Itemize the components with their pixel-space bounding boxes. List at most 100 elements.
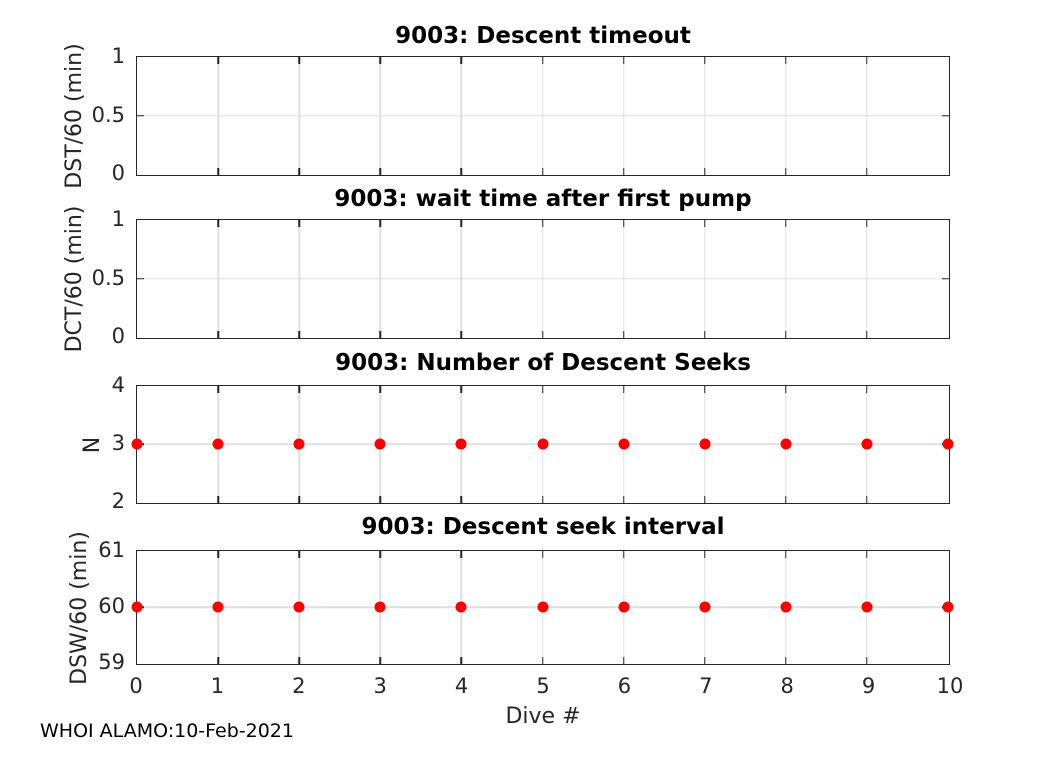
y-tick-mark (137, 114, 144, 117)
x-tick-mark (703, 168, 706, 175)
x-tick-mark (866, 551, 868, 558)
x-tick-mark (703, 386, 706, 393)
data-point (131, 601, 143, 613)
data-point (455, 601, 467, 613)
x-tick-mark (541, 220, 544, 227)
data-point (293, 601, 305, 613)
x-tick-label: 10 (936, 674, 964, 698)
x-tick-mark (217, 168, 219, 175)
x-tick-mark (703, 220, 706, 227)
data-point (618, 601, 630, 613)
x-tick-mark (622, 331, 625, 338)
y-tick-mark (137, 277, 144, 280)
x-tick-mark (785, 57, 787, 64)
subplot-2-axes (136, 219, 950, 339)
x-tick-mark (217, 386, 219, 393)
subplot-2-title: 9003: wait time after first pump (334, 186, 752, 212)
data-point (131, 438, 143, 450)
x-tick-mark (298, 220, 300, 227)
y-gridline (137, 277, 949, 280)
x-tick-mark (298, 386, 300, 393)
x-tick-mark (379, 386, 382, 393)
data-point (293, 438, 305, 450)
x-tick-mark (541, 657, 544, 664)
x-tick-label: 8 (780, 674, 794, 698)
x-tick-mark (460, 220, 463, 227)
x-tick-label: 1 (210, 674, 225, 698)
x-tick-mark (460, 551, 463, 558)
y-gridline (137, 114, 949, 117)
x-tick-mark (379, 496, 382, 503)
data-point (942, 601, 954, 613)
y-tick-label: 2 (111, 489, 125, 513)
x-tick-mark (622, 657, 625, 664)
x-tick-mark (541, 496, 544, 503)
x-tick-mark (379, 551, 382, 558)
data-point (374, 601, 386, 613)
x-tick-mark (703, 657, 706, 664)
data-point (537, 601, 548, 613)
subplot-3-axes (131, 385, 954, 504)
x-tick-mark (217, 220, 219, 227)
data-point (699, 601, 711, 613)
x-tick-mark (217, 551, 219, 558)
data-point (861, 438, 873, 450)
x-tick-mark (866, 57, 868, 64)
x-tick-label: 0 (129, 674, 143, 698)
y-tick-label: 59 (98, 650, 125, 674)
data-point (212, 601, 224, 613)
x-tick-mark (785, 168, 787, 175)
x-tick-label: 6 (617, 674, 632, 698)
x-tick-mark (622, 168, 625, 175)
x-tick-mark (379, 657, 382, 664)
x-tick-label: 9 (861, 674, 876, 698)
footer-note: WHOI ALAMO:10-Feb-2021 (40, 720, 294, 742)
x-tick-mark (785, 496, 787, 503)
x-tick-mark (379, 220, 382, 227)
x-axis-label: Dive # (505, 704, 581, 729)
data-point (861, 601, 873, 613)
x-tick-mark (298, 496, 300, 503)
y-tick-label: 4 (111, 373, 125, 397)
x-tick-label: 2 (292, 674, 306, 698)
x-tick-mark (541, 551, 544, 558)
y-tick-label: 0.5 (91, 102, 125, 127)
x-tick-mark (541, 331, 544, 338)
x-tick-mark (298, 551, 300, 558)
data-point (537, 438, 548, 450)
x-tick-mark (785, 657, 787, 664)
data-point (455, 438, 467, 450)
y-tick-label: 0 (111, 161, 125, 185)
x-tick-mark (460, 386, 463, 393)
x-tick-mark (703, 551, 706, 558)
x-tick-mark (379, 57, 382, 64)
subplot-1-axes (136, 56, 950, 176)
data-point (618, 438, 630, 450)
x-tick-mark (460, 331, 463, 338)
x-tick-mark (785, 220, 787, 227)
data-point (212, 438, 224, 450)
x-tick-mark (541, 386, 544, 393)
y-tick-label: 0 (111, 324, 125, 348)
x-tick-mark (703, 57, 706, 64)
x-tick-mark (298, 168, 300, 175)
x-tick-mark (622, 496, 625, 503)
x-tick-mark (541, 57, 544, 64)
x-tick-label: 5 (536, 674, 550, 698)
x-tick-mark (217, 57, 219, 64)
subplot-4-axes (131, 550, 954, 665)
subplot-4-ylabel: DSW/60 (min) (67, 530, 92, 685)
y-tick-label: 1 (111, 44, 125, 68)
y-tick-mark (942, 114, 949, 117)
x-tick-label: 7 (699, 674, 713, 698)
x-tick-mark (622, 57, 625, 64)
subplot-3-title: 9003: Number of Descent Seeks (335, 350, 751, 376)
x-tick-mark (622, 220, 625, 227)
data-point (699, 438, 711, 450)
data-point (780, 601, 792, 613)
x-tick-mark (866, 386, 868, 393)
x-tick-mark (460, 168, 463, 175)
x-tick-label: 3 (373, 674, 387, 698)
x-tick-mark (217, 496, 219, 503)
